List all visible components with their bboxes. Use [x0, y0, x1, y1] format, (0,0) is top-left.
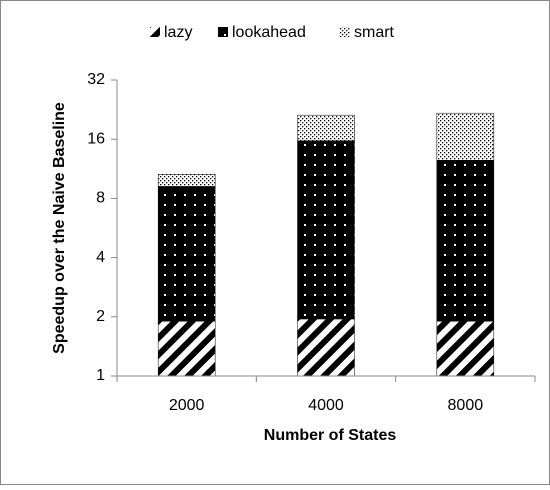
- legend-swatch: [340, 27, 350, 37]
- y-tick-label: 1: [96, 367, 105, 384]
- y-axis-label: Speedup over the Naive Baseline: [51, 102, 68, 354]
- bar-segment: [157, 174, 216, 187]
- y-tick-label: 2: [96, 308, 105, 325]
- bar-segment: [297, 318, 355, 377]
- x-tick-label: 8000: [448, 397, 484, 414]
- legend-swatch: [218, 27, 228, 37]
- bar-segment: [436, 160, 495, 322]
- y-tick-label: 16: [87, 130, 105, 147]
- y-tick-label: 4: [96, 249, 105, 266]
- legend-swatch: [150, 27, 160, 37]
- bar-segment: [297, 140, 355, 320]
- bar-segment: [157, 320, 216, 377]
- x-axis-label: Number of States: [264, 427, 397, 444]
- legend-label: lazy: [164, 24, 192, 41]
- bar-segment: [157, 186, 216, 322]
- x-tick-label: 2000: [169, 397, 205, 414]
- bar-segment: [436, 320, 495, 377]
- bar-segment: [297, 114, 355, 142]
- legend-label: lookahead: [232, 24, 306, 41]
- y-tick-label: 8: [96, 190, 105, 207]
- y-tick-label: 32: [87, 71, 105, 88]
- legend-label: smart: [354, 24, 395, 41]
- bar-segment: [436, 112, 495, 161]
- x-tick-label: 4000: [308, 397, 344, 414]
